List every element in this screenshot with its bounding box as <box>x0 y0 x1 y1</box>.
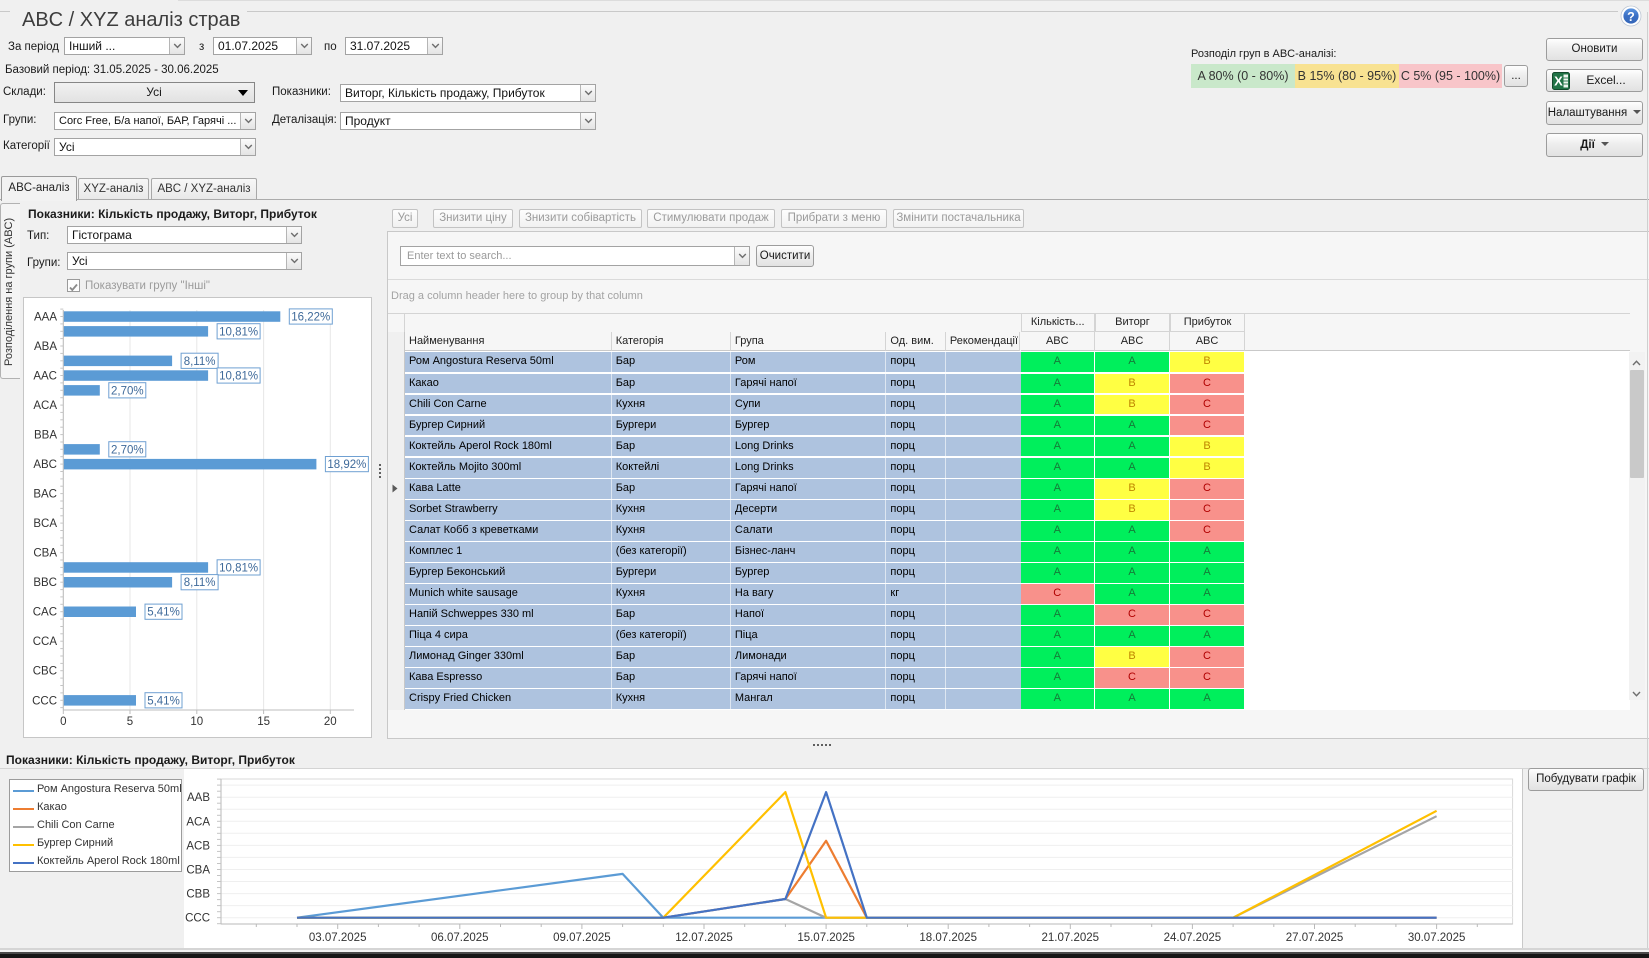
svg-text:ACB: ACB <box>186 840 210 852</box>
svg-text:5: 5 <box>127 716 133 728</box>
svg-text:09.07.2025: 09.07.2025 <box>553 932 611 944</box>
svg-text:CBA: CBA <box>186 865 210 877</box>
svg-text:10,81%: 10,81% <box>219 371 258 383</box>
svg-text:5,41%: 5,41% <box>147 695 180 707</box>
svg-text:AAC: AAC <box>33 371 57 383</box>
svg-text:BAC: BAC <box>33 489 57 501</box>
svg-text:CBB: CBB <box>186 889 210 901</box>
svg-text:0: 0 <box>60 716 66 728</box>
svg-text:ACA: ACA <box>186 816 210 828</box>
svg-text:30.07.2025: 30.07.2025 <box>1408 932 1466 944</box>
svg-text:2,70%: 2,70% <box>111 385 144 397</box>
svg-text:BCA: BCA <box>33 518 57 530</box>
svg-text:03.07.2025: 03.07.2025 <box>309 932 367 944</box>
svg-text:CCA: CCA <box>33 636 58 648</box>
svg-text:CCC: CCC <box>32 695 57 707</box>
svg-text:8,11%: 8,11% <box>184 356 216 368</box>
svg-text:06.07.2025: 06.07.2025 <box>431 932 489 944</box>
svg-text:CAC: CAC <box>33 607 57 619</box>
svg-text:18,92%: 18,92% <box>327 459 366 471</box>
svg-text:20: 20 <box>324 716 337 728</box>
svg-text:BBA: BBA <box>34 430 57 442</box>
svg-text:ABA: ABA <box>34 341 57 353</box>
svg-text:16,22%: 16,22% <box>291 312 330 324</box>
svg-text:AAB: AAB <box>187 792 210 804</box>
svg-text:21.07.2025: 21.07.2025 <box>1042 932 1100 944</box>
svg-text:CBA: CBA <box>33 548 57 560</box>
svg-text:10,81%: 10,81% <box>219 562 258 574</box>
svg-text:CBC: CBC <box>33 666 57 678</box>
svg-text:10,81%: 10,81% <box>219 326 258 338</box>
svg-text:12.07.2025: 12.07.2025 <box>675 932 733 944</box>
svg-text:AAA: AAA <box>34 312 57 324</box>
svg-text:5,41%: 5,41% <box>147 607 180 619</box>
svg-text:15.07.2025: 15.07.2025 <box>797 932 855 944</box>
svg-text:10: 10 <box>190 716 203 728</box>
svg-text:?: ? <box>1627 10 1635 24</box>
svg-text:ABC: ABC <box>33 459 57 471</box>
svg-text:15: 15 <box>257 716 270 728</box>
svg-text:27.07.2025: 27.07.2025 <box>1286 932 1344 944</box>
svg-text:X: X <box>1554 74 1563 89</box>
svg-text:ACA: ACA <box>33 400 57 412</box>
svg-text:CCC: CCC <box>185 913 210 925</box>
svg-text:2,70%: 2,70% <box>111 444 144 456</box>
svg-text:24.07.2025: 24.07.2025 <box>1164 932 1222 944</box>
svg-text:18.07.2025: 18.07.2025 <box>919 932 977 944</box>
svg-text:8,11%: 8,11% <box>184 577 216 589</box>
svg-text:BBC: BBC <box>33 577 57 589</box>
